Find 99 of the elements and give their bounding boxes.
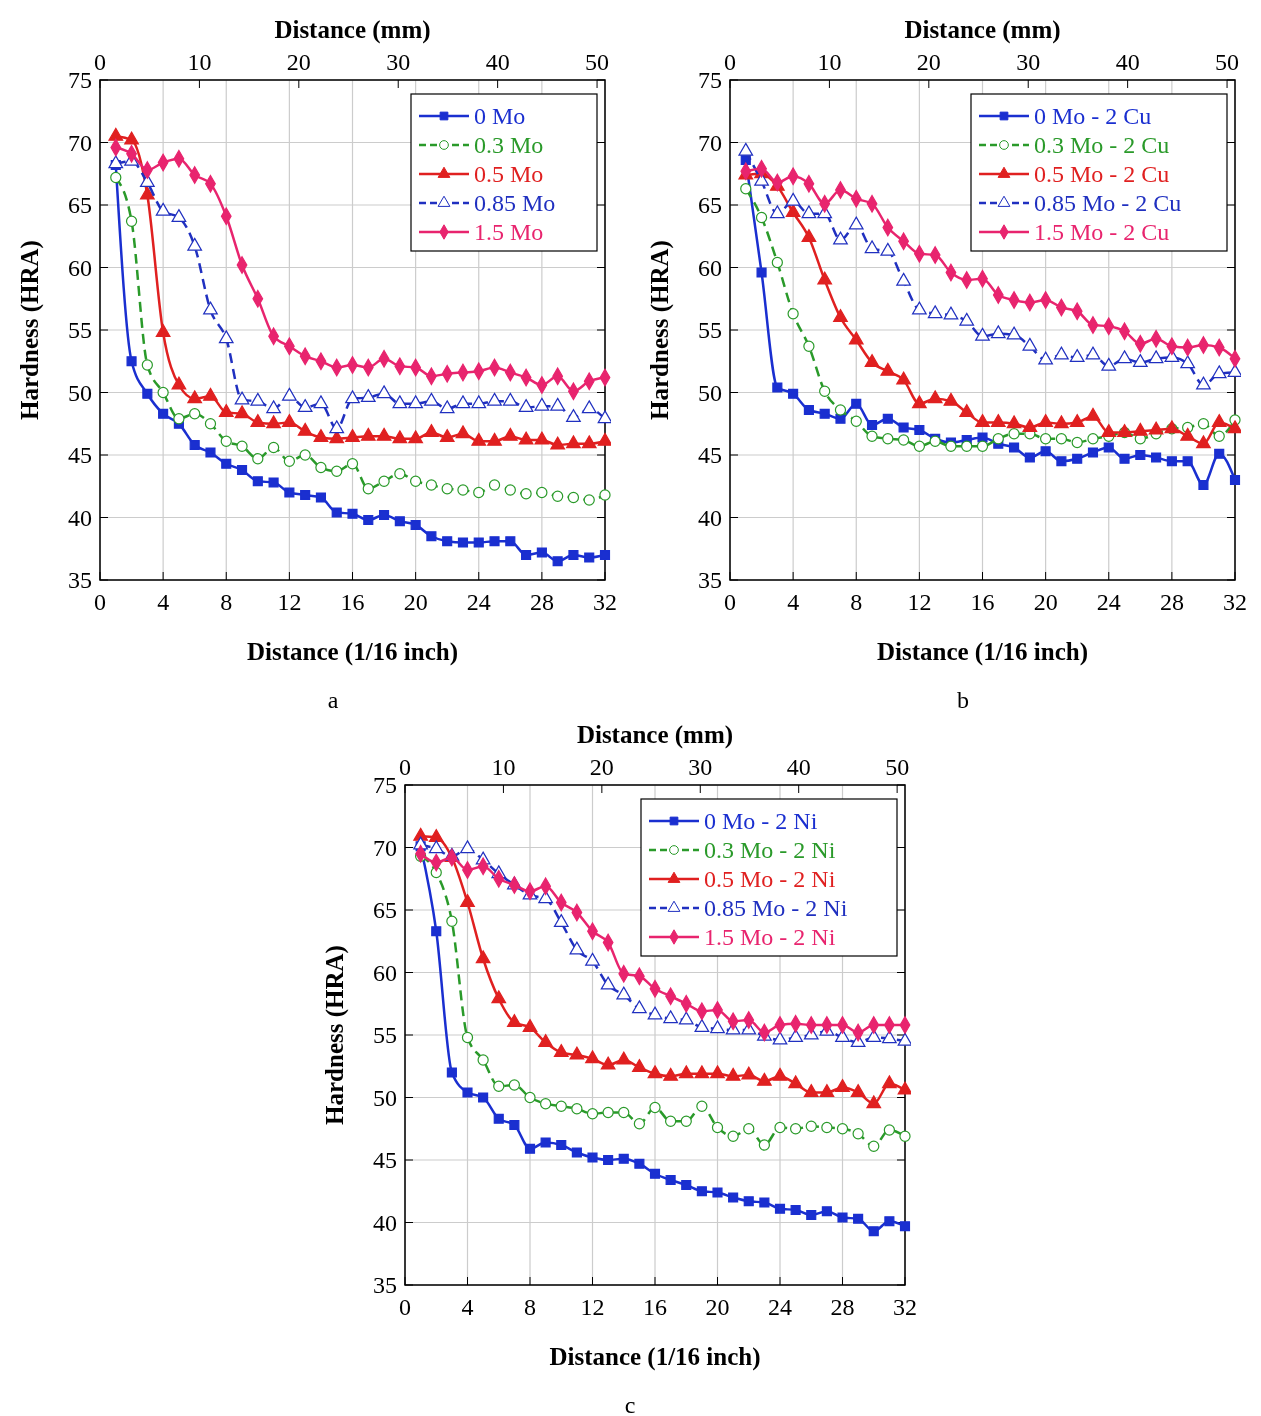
- legend-label: 0 Mo - 2 Cu: [1034, 103, 1152, 129]
- x-tick-label: 16: [970, 589, 995, 615]
- x2-tick-label: 0: [399, 754, 411, 780]
- x-tick-label: 28: [830, 1294, 855, 1320]
- x2-axis-title: Distance (mm): [904, 16, 1061, 44]
- x2-tick-label: 40: [485, 49, 510, 75]
- legend-label: 0.85 Mo - 2 Cu: [1034, 190, 1182, 216]
- legend-label: 0.3 Mo - 2 Ni: [704, 837, 836, 863]
- x-axis-title: Distance (1/16 inch): [876, 638, 1089, 666]
- x-tick-label: 20: [403, 589, 428, 615]
- x-tick-label: 24: [1096, 589, 1121, 615]
- x2-tick-label: 50: [885, 754, 910, 780]
- x-tick-label: 20: [705, 1294, 730, 1320]
- x2-tick-label: 30: [386, 49, 411, 75]
- x-tick-label: 16: [340, 589, 365, 615]
- x-tick-label: 32: [1223, 589, 1247, 615]
- x-tick-label: 28: [1159, 589, 1184, 615]
- x-tick-label: 24: [768, 1294, 792, 1320]
- y-tick-label: 55: [373, 1022, 397, 1048]
- y-tick-label: 55: [68, 317, 92, 343]
- legend-label: 0.3 Mo: [474, 132, 544, 158]
- y-tick-label: 40: [68, 504, 92, 531]
- legend-label: 0.3 Mo - 2 Cu: [1034, 132, 1170, 158]
- legend-label: 0.85 Mo - 2 Ni: [704, 895, 848, 921]
- y-axis-title: Hardness (HRA): [646, 240, 674, 420]
- x2-tick-label: 30: [688, 754, 713, 780]
- x-tick-label: 32: [593, 589, 617, 615]
- y-tick-label: 45: [68, 442, 92, 468]
- x2-axis-title: Distance (mm): [576, 721, 734, 749]
- legend-label: 0.85 Mo: [474, 190, 556, 216]
- y-tick-label: 65: [373, 897, 397, 923]
- legend-label: 0.5 Mo - 2 Cu: [1034, 161, 1170, 187]
- x2-axis-title: Distance (mm): [274, 16, 431, 44]
- x2-tick-label: 40: [1115, 49, 1140, 75]
- legend-label: 1.5 Mo - 2 Cu: [1034, 219, 1170, 245]
- x-tick-label: 4: [787, 589, 800, 615]
- y-tick-label: 75: [68, 67, 92, 93]
- legend-label: 1.5 Mo - 2 Ni: [704, 924, 836, 950]
- y-tick-label: 70: [698, 129, 722, 156]
- legend-label: 1.5 Mo: [474, 219, 544, 245]
- x-tick-label: 32: [893, 1294, 917, 1320]
- y-tick-label: 70: [373, 834, 397, 861]
- x2-tick-label: 20: [286, 49, 311, 75]
- y-tick-label: 65: [698, 192, 722, 218]
- x-tick-label: 0: [724, 589, 736, 615]
- x-tick-label: 8: [524, 1294, 536, 1320]
- x2-tick-label: 0: [94, 49, 106, 75]
- y-tick-label: 45: [698, 442, 722, 468]
- y-tick-label: 50: [68, 379, 92, 406]
- x2-tick-label: 30: [1016, 49, 1041, 75]
- y-tick-label: 70: [68, 129, 92, 156]
- text: c: [624, 1392, 636, 1416]
- x-tick-label: 16: [643, 1294, 667, 1320]
- x2-tick-label: 40: [786, 754, 811, 780]
- x2-tick-label: 50: [585, 49, 610, 75]
- y-tick-label: 65: [68, 192, 92, 218]
- y-tick-label: 55: [698, 317, 722, 343]
- x-tick-label: 24: [466, 589, 491, 615]
- x2-tick-label: 10: [491, 754, 516, 780]
- y-tick-label: 40: [698, 504, 722, 531]
- x2-tick-label: 20: [589, 754, 614, 780]
- legend-label: 0 Mo: [474, 103, 526, 129]
- x-tick-label: 12: [277, 589, 302, 615]
- text: b: [957, 687, 969, 713]
- legend-label: 0 Mo - 2 Ni: [704, 808, 818, 834]
- x-tick-label: 12: [580, 1294, 605, 1320]
- y-tick-label: 40: [373, 1209, 397, 1236]
- x-tick-label: 12: [907, 589, 932, 615]
- y-tick-label: 50: [373, 1084, 397, 1111]
- x2-tick-label: 10: [187, 49, 212, 75]
- text: a: [327, 687, 339, 713]
- x-tick-label: 0: [94, 589, 106, 615]
- y-tick-label: 75: [373, 772, 397, 798]
- x-tick-label: 0: [399, 1294, 411, 1320]
- x-tick-label: 28: [529, 589, 554, 615]
- y-tick-label: 60: [698, 254, 722, 281]
- x-tick-label: 20: [1033, 589, 1058, 615]
- y-axis-title: Hardness (HRA): [321, 945, 349, 1125]
- x2-tick-label: 0: [724, 49, 736, 75]
- x-tick-label: 4: [461, 1294, 474, 1320]
- y-tick-label: 45: [373, 1147, 397, 1173]
- y-tick-label: 35: [68, 567, 92, 593]
- y-tick-label: 60: [373, 959, 397, 986]
- x2-tick-label: 50: [1215, 49, 1240, 75]
- y-tick-label: 60: [68, 254, 92, 281]
- legend-label: 0.5 Mo: [474, 161, 544, 187]
- legend-label: 0.5 Mo - 2 Ni: [704, 866, 836, 892]
- x-axis-title: Distance (1/16 inch): [246, 638, 459, 666]
- x2-tick-label: 10: [817, 49, 842, 75]
- x-tick-label: 8: [850, 589, 863, 615]
- y-tick-label: 50: [698, 379, 722, 406]
- x2-tick-label: 20: [916, 49, 941, 75]
- y-tick-label: 35: [698, 567, 722, 593]
- y-tick-label: 35: [373, 1272, 397, 1298]
- y-tick-label: 75: [698, 67, 722, 93]
- x-tick-label: 8: [220, 589, 233, 615]
- x-axis-title: Distance (1/16 inch): [549, 1343, 761, 1371]
- y-axis-title: Hardness (HRA): [16, 240, 44, 420]
- x-tick-label: 4: [157, 589, 170, 615]
